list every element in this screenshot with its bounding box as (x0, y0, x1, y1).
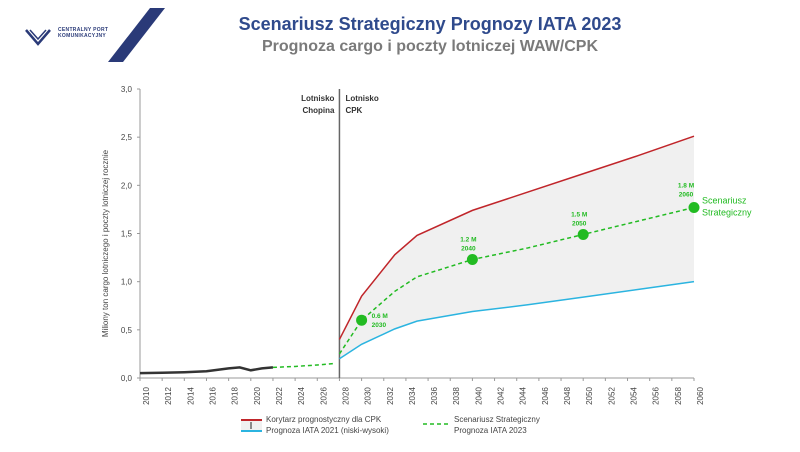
x-tick-label: 2020 (253, 387, 262, 405)
forecast-corridor-band (339, 136, 694, 359)
point-year-label: 2060 (679, 191, 694, 198)
x-tick-label: 2014 (186, 387, 195, 405)
x-tick-label: 2058 (674, 387, 683, 405)
scenario-bridge-line (272, 362, 334, 369)
logo-text-line2: KOMUNIKACYJNY (58, 33, 107, 39)
legend-high-label: Korytarz prognostyczny dla CPK (266, 415, 382, 424)
x-tick-label: 2046 (541, 387, 550, 405)
y-tick-label: 0,0 (121, 374, 133, 383)
point-year-label: 2030 (372, 322, 387, 329)
divider-label-cpk: Lotnisko (345, 94, 378, 103)
legend-low-label: Prognoza IATA 2021 (niski-wysoki) (266, 426, 389, 435)
scenario-end-label: Strategiczny (702, 207, 752, 217)
x-tick-label: 2038 (452, 387, 461, 405)
point-year-label: 2050 (572, 220, 587, 227)
x-tick-label: 2040 (474, 387, 483, 405)
x-tick-label: 2028 (341, 387, 350, 405)
x-tick-label: 2048 (563, 387, 572, 405)
point-value-label: 0.6 M (372, 313, 388, 320)
x-tick-label: 2010 (142, 387, 151, 405)
forecast-band-layer (339, 136, 694, 359)
points-layer: 0.6 M 2030 1.2 M 2040 1.5 M 2050 1.8 M 2060 Scen… (356, 182, 752, 329)
y-tick-label: 0,5 (121, 326, 133, 335)
x-tick-label: 2034 (408, 387, 417, 405)
scenario-point (688, 201, 700, 213)
scenario-point (466, 254, 478, 266)
legend-scenario-label-2: Prognoza IATA 2023 (454, 426, 527, 435)
y-tick-label: 3,0 (121, 85, 133, 94)
x-tick-label: 2044 (519, 387, 528, 405)
x-tick-label: 2018 (231, 387, 240, 405)
divider-label-chopin: Chopina (302, 106, 335, 115)
y-tick-label: 1,0 (121, 278, 133, 287)
legend-scenario-label: Scenariusz Strategiczny (454, 415, 540, 424)
high-forecast-line (338, 135, 695, 340)
x-tick-label: 2016 (208, 387, 217, 405)
cpk-logo (25, 8, 165, 62)
axes-layer: 0,0 0,5 1,0 1,5 2,0 2,5 3,0 2010 2012 2014 2016 201… (101, 85, 705, 405)
point-value-label: 1.2 M (460, 237, 476, 244)
x-tick-label: 2056 (652, 387, 661, 405)
logo-text-line1: CENTRALNY PORT (58, 27, 109, 33)
x-tick-label: 2042 (497, 387, 506, 405)
logo-text: CENTRALNY PORT KOMUNIKACYJNY (58, 27, 118, 39)
divider-label-cpk: CPK (345, 106, 362, 115)
x-tick-label: 2030 (364, 387, 373, 405)
page-subtitle: Prognoza cargo i poczty lotniczej WAW/CP… (261, 38, 599, 55)
point-value-label: 1.5 M (571, 211, 587, 218)
low-forecast-line (339, 280, 695, 360)
page-title: Scenariusz Strategiczny Prognozy IATA 20… (238, 14, 622, 34)
x-tick-label: 2024 (297, 387, 306, 405)
history-line (139, 366, 274, 375)
x-tick-label: 2060 (696, 387, 705, 405)
x-tick-label: 2022 (275, 387, 284, 405)
y-tick-label: 2,0 (121, 181, 133, 190)
x-tick-label: 2012 (164, 387, 173, 405)
divider-label-chopin: Lotnisko (301, 94, 334, 103)
x-tick-label: 2054 (630, 387, 639, 405)
point-value-label: 1.8 M (678, 182, 694, 189)
logo-chevron-icon (25, 29, 51, 46)
scenario-end-label: Scenariusz (702, 195, 747, 205)
legend: Korytarz prognostyczny dla CPK Prognoza I… (241, 415, 540, 435)
x-tick-label: 2032 (386, 387, 395, 405)
point-year-label: 2040 (461, 246, 476, 253)
y-axis-label: Miliony ton cargo lotniczego i poczty lo… (101, 149, 110, 337)
x-tick-label: 2026 (319, 387, 328, 405)
x-tick-label: 2050 (585, 387, 594, 405)
logo-stripe (108, 8, 165, 62)
x-tick-label: 2036 (430, 387, 439, 405)
logo-chevron-inner-icon (29, 29, 47, 41)
scenario-point (577, 228, 589, 240)
y-tick-label: 2,5 (121, 133, 133, 142)
y-tick-label: 1,5 (121, 230, 133, 239)
scenario-point (356, 314, 368, 326)
x-tick-label: 2052 (607, 387, 616, 405)
